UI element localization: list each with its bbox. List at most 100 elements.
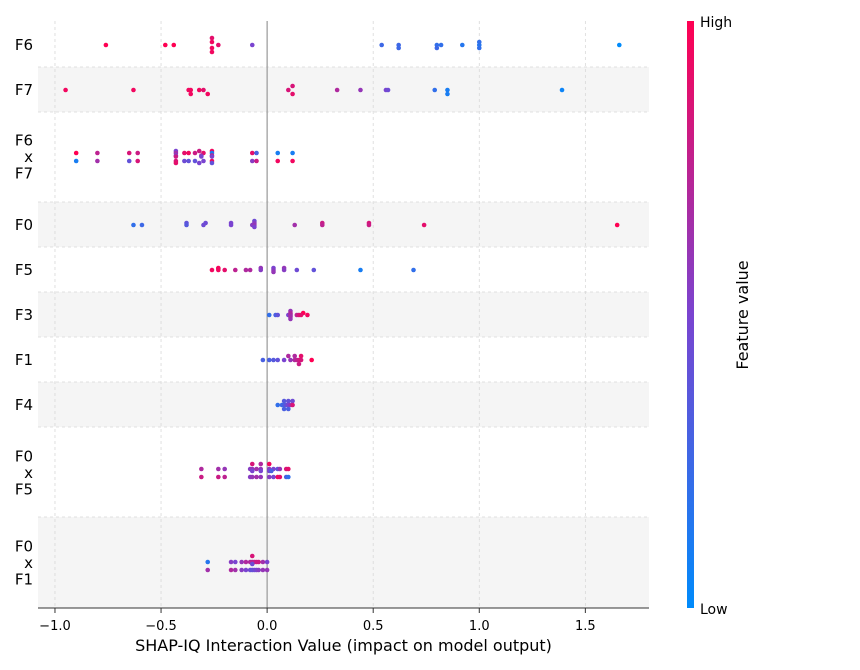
data-point	[260, 559, 266, 565]
data-point	[216, 466, 221, 472]
data-point	[126, 158, 132, 164]
row-band	[38, 517, 649, 608]
data-point	[260, 357, 266, 363]
data-point	[192, 158, 198, 164]
data-point	[205, 91, 211, 97]
data-point	[135, 158, 141, 164]
data-point	[95, 150, 100, 156]
data-point	[199, 154, 204, 159]
y-tick-label: x	[24, 554, 33, 572]
data-point	[258, 461, 264, 467]
data-point	[186, 158, 191, 164]
data-point	[254, 150, 259, 156]
data-point	[358, 267, 363, 273]
x-tick-label: 1.0	[469, 619, 490, 634]
data-point	[258, 267, 264, 273]
data-point	[385, 87, 391, 93]
data-point	[256, 559, 261, 565]
row-band	[38, 382, 649, 427]
data-point	[186, 150, 191, 156]
data-point	[173, 154, 179, 159]
data-point	[192, 150, 198, 156]
data-point	[184, 222, 189, 228]
data-point	[205, 567, 211, 573]
data-point	[432, 87, 438, 93]
data-point	[209, 160, 215, 166]
data-point	[290, 91, 295, 97]
data-point	[266, 312, 272, 318]
data-point	[460, 42, 465, 48]
colorbar-high-label: High	[700, 15, 732, 31]
y-tick-label: F1	[15, 351, 33, 369]
data-point	[292, 222, 298, 228]
data-point	[290, 158, 295, 164]
data-point	[288, 357, 293, 363]
data-point	[201, 87, 206, 93]
data-point	[209, 49, 215, 55]
data-point	[411, 267, 416, 273]
data-point	[73, 158, 79, 164]
data-point	[290, 402, 295, 408]
data-point	[275, 312, 281, 318]
data-point	[249, 553, 255, 559]
y-tick-label: F5	[15, 261, 33, 279]
data-point	[288, 313, 293, 319]
data-point	[239, 559, 244, 565]
data-point	[243, 559, 249, 565]
x-axis-label: SHAP-IQ Interaction Value (impact on mod…	[135, 636, 552, 655]
data-point	[281, 357, 287, 363]
data-point	[277, 466, 283, 472]
x-tick-label: −1.0	[39, 619, 71, 634]
data-point	[135, 150, 141, 156]
data-point	[228, 567, 234, 573]
data-point	[247, 267, 253, 273]
data-point	[199, 466, 204, 472]
data-point	[298, 357, 304, 363]
data-point	[616, 42, 622, 48]
data-point	[258, 474, 264, 480]
data-point	[275, 402, 281, 408]
y-tick-label: F7	[15, 165, 33, 183]
data-point	[216, 267, 221, 273]
data-point	[258, 468, 264, 474]
data-point	[271, 269, 276, 275]
data-point	[298, 353, 304, 359]
data-point	[266, 357, 272, 363]
data-point	[249, 158, 255, 164]
data-point	[196, 148, 202, 154]
data-point	[73, 150, 79, 156]
y-tick-label: F1	[15, 571, 33, 589]
data-point	[275, 150, 281, 156]
data-point	[319, 222, 325, 228]
data-point	[162, 42, 168, 48]
data-point	[196, 160, 202, 166]
data-point	[286, 87, 291, 93]
data-point	[249, 150, 255, 156]
data-point	[445, 87, 450, 93]
data-point	[249, 468, 255, 474]
data-point	[239, 567, 244, 573]
data-point	[139, 222, 145, 228]
row-bands	[38, 67, 649, 608]
data-point	[290, 398, 295, 404]
data-point	[209, 35, 215, 41]
data-point	[199, 474, 204, 480]
data-point	[292, 353, 298, 359]
data-point	[222, 267, 227, 273]
data-point	[358, 87, 363, 93]
colorbar-title: Feature value	[733, 260, 752, 369]
data-point	[614, 222, 620, 228]
data-point	[264, 567, 270, 573]
data-point	[290, 83, 295, 89]
row-band	[38, 292, 649, 337]
data-point	[209, 154, 215, 159]
data-point	[434, 45, 440, 51]
data-point	[254, 158, 259, 164]
data-point	[266, 461, 272, 467]
data-point	[286, 466, 291, 472]
data-point	[173, 160, 179, 166]
data-point	[216, 42, 221, 48]
data-point	[309, 357, 314, 363]
y-tick-label: F0	[15, 448, 33, 466]
data-point	[334, 87, 340, 93]
